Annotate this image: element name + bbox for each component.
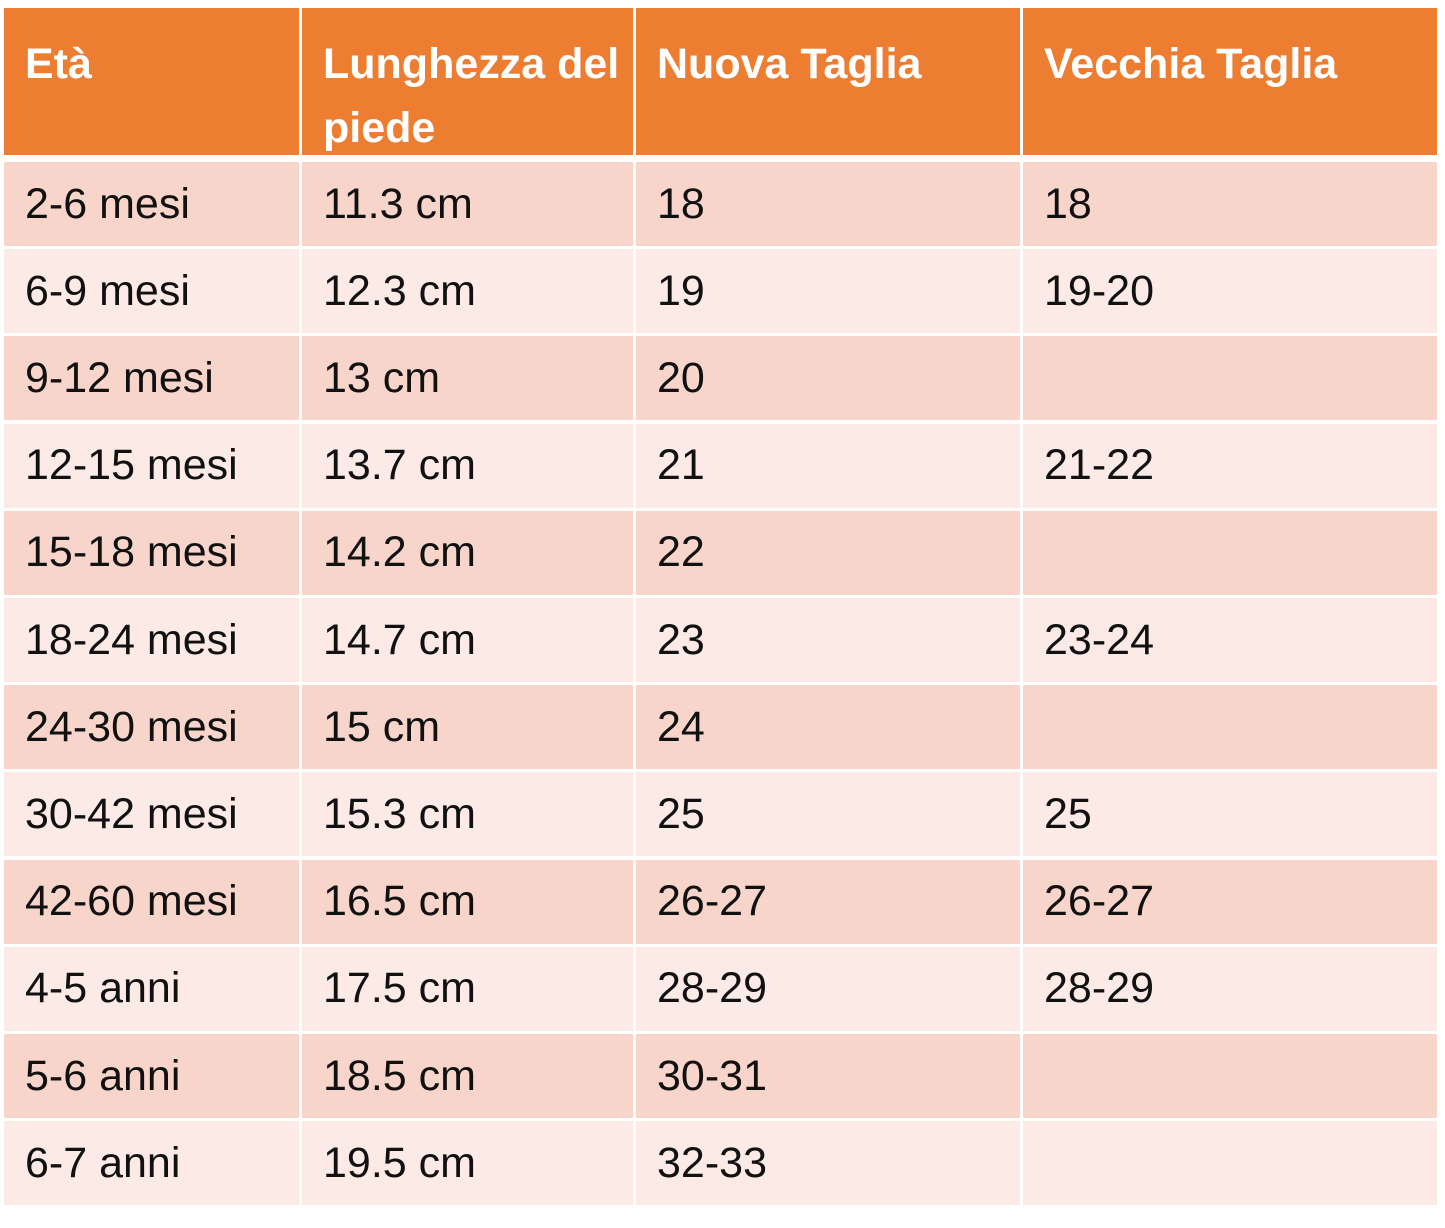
table-cell: 15 cm (302, 685, 633, 770)
table-cell: 5-6 anni (4, 1034, 299, 1118)
table-cell: 21-22 (1023, 423, 1437, 508)
table-cell: 32-33 (636, 1121, 1020, 1206)
table-cell: 26-27 (1023, 859, 1437, 944)
table-cell: 20 (636, 336, 1020, 421)
table-cell: 6-9 mesi (4, 249, 299, 334)
table-cell: 30-42 mesi (4, 772, 299, 857)
table-cell: 15.3 cm (302, 772, 633, 857)
table-cell: 25 (636, 772, 1020, 857)
table-cell: 15-18 mesi (4, 510, 299, 595)
table-cell: 30-31 (636, 1034, 1020, 1118)
table-cell: 11.3 cm (302, 162, 633, 246)
header-cell: Lunghezza del piede (302, 8, 633, 155)
table-cell: 12-15 mesi (4, 423, 299, 508)
table-cell: 18 (636, 162, 1020, 246)
table-cell: 4-5 anni (4, 946, 299, 1031)
table-cell: 25 (1023, 772, 1437, 857)
table-cell (1023, 336, 1437, 421)
table-cell: 6-7 anni (4, 1121, 299, 1206)
table-cell: 19.5 cm (302, 1121, 633, 1206)
table-cell: 19 (636, 249, 1020, 334)
table-cell: 9-12 mesi (4, 336, 299, 421)
table-cell (1023, 1121, 1437, 1206)
table-cell: 24-30 mesi (4, 685, 299, 770)
table-cell: 18 (1023, 162, 1437, 246)
table-cell: 19-20 (1023, 249, 1437, 334)
table-cell: 28-29 (1023, 946, 1437, 1031)
table-cell: 13 cm (302, 336, 633, 421)
table-cell (1023, 1034, 1437, 1118)
table-cell: 42-60 mesi (4, 859, 299, 944)
table-cell: 23 (636, 598, 1020, 682)
table-cell: 14.2 cm (302, 510, 633, 595)
table-cell (1023, 510, 1437, 595)
table-cell: 18.5 cm (302, 1034, 633, 1118)
table-cell: 18-24 mesi (4, 598, 299, 682)
table-cell: 22 (636, 510, 1020, 595)
table-cell: 28-29 (636, 946, 1020, 1031)
table-cell: 12.3 cm (302, 249, 633, 334)
table-cell: 2-6 mesi (4, 162, 299, 246)
table-cell: 26-27 (636, 859, 1020, 944)
table-cell: 17.5 cm (302, 946, 633, 1031)
header-cell: Vecchia Taglia (1023, 8, 1437, 155)
table-cell: 14.7 cm (302, 598, 633, 682)
header-cell: Nuova Taglia (636, 8, 1020, 155)
table-cell: 21 (636, 423, 1020, 508)
table-cell: 13.7 cm (302, 423, 633, 508)
table-cell: 24 (636, 685, 1020, 770)
table-cell: 23-24 (1023, 598, 1437, 682)
header-cell: Età (4, 8, 299, 155)
table-cell (1023, 685, 1437, 770)
table-cell: 16.5 cm (302, 859, 633, 944)
